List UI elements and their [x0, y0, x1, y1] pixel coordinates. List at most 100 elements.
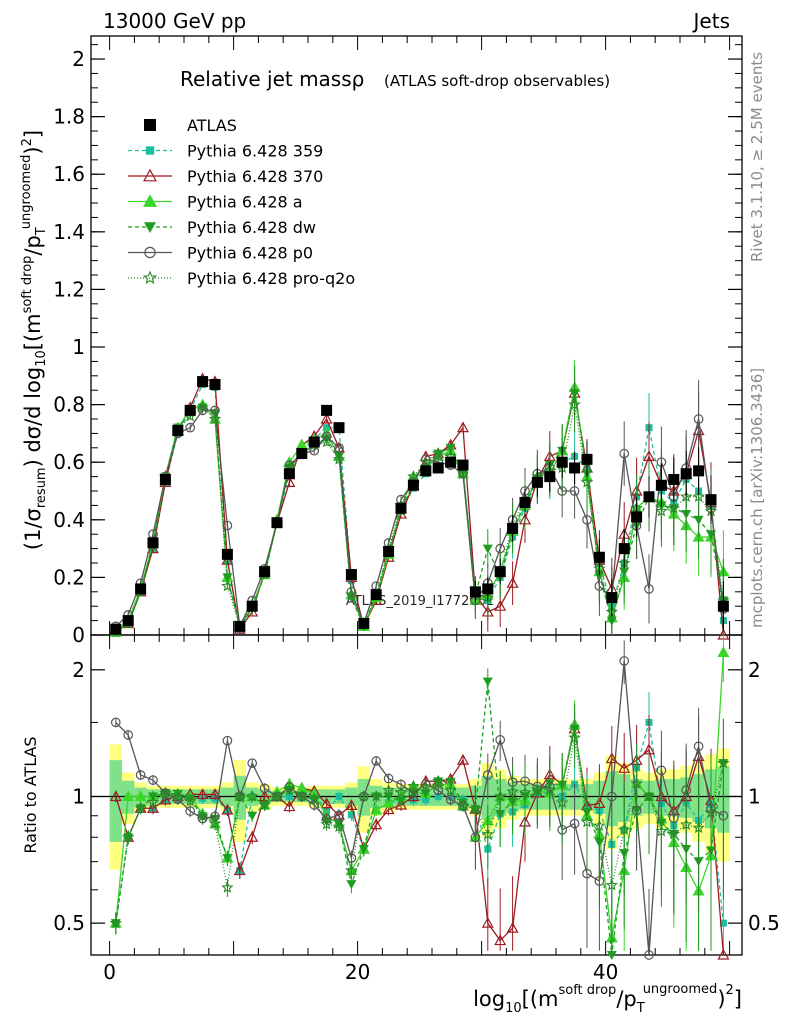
data-point	[692, 490, 705, 502]
legend-marker	[144, 222, 156, 233]
ratio-series	[109, 635, 730, 960]
ratio-point	[246, 831, 259, 842]
data-point	[680, 490, 693, 502]
rivet-version-label: Rivet 3.1.10, ≥ 2.5M events	[748, 52, 766, 262]
data-point	[507, 522, 519, 534]
legend-marker	[142, 194, 158, 207]
legend-label: Pythia 6.428 359	[187, 142, 323, 161]
data-point	[556, 456, 568, 468]
legend-marker	[144, 119, 156, 131]
ratio-point	[383, 773, 394, 784]
ratio-point	[146, 802, 160, 813]
legend-marker	[144, 246, 156, 259]
data-point	[494, 566, 506, 578]
ratio-tick-label-right: 1	[748, 784, 761, 808]
data-point	[705, 494, 717, 506]
data-point	[593, 551, 605, 563]
ratio-point	[531, 783, 544, 795]
y-tick-label: 0.6	[53, 450, 85, 474]
legend-label: Pythia 6.428 pro-q2o	[187, 269, 355, 288]
data-point	[395, 502, 407, 514]
ratio-point	[345, 864, 358, 876]
data-point	[110, 623, 122, 635]
data-point	[321, 404, 333, 416]
ratio-line	[115, 681, 725, 956]
ratio-point	[382, 796, 395, 808]
data-point	[642, 450, 656, 462]
ratio-point	[568, 731, 581, 743]
ratio-point	[295, 790, 309, 802]
data-point	[431, 447, 445, 459]
ratio-point	[233, 864, 246, 876]
data-point	[643, 491, 655, 503]
data-point	[221, 548, 233, 560]
series-line	[115, 409, 725, 629]
ratio-point	[109, 790, 122, 802]
ratio-point	[692, 821, 705, 834]
ratio-point	[171, 790, 185, 802]
main-series	[109, 359, 730, 640]
ratio-point	[347, 811, 355, 819]
legend-label: ATLAS	[187, 116, 237, 135]
series-atlas	[110, 376, 729, 635]
ratio-point	[183, 794, 197, 807]
data-point	[296, 448, 308, 460]
data-point	[482, 583, 494, 595]
ratio-point	[357, 790, 371, 802]
ratio-point	[679, 818, 693, 830]
ratio-point	[394, 785, 408, 798]
data-point	[308, 436, 320, 448]
ratio-tick-label-right: 2	[748, 658, 761, 682]
ratio-point	[656, 765, 667, 776]
data-point	[569, 462, 581, 474]
y-tick-label: 1	[72, 335, 85, 359]
ratio-point	[593, 819, 606, 831]
plot-title: Relative jet massρ (ATLAS soft-drop obse…	[180, 67, 610, 91]
ratio-line	[115, 660, 724, 956]
y-tick-label: 1.6	[53, 162, 85, 186]
data-point	[582, 514, 592, 525]
ratio-point	[543, 783, 556, 796]
data-point	[606, 592, 618, 604]
ratio-point	[283, 783, 296, 796]
ratio-point	[445, 777, 456, 787]
data-point	[581, 453, 593, 465]
data-point	[209, 378, 221, 390]
data-point	[544, 471, 556, 483]
ratio-point	[434, 792, 442, 800]
ratio-point	[247, 811, 258, 821]
data-point	[358, 617, 370, 629]
data-point	[680, 468, 692, 480]
data-point	[222, 573, 233, 583]
x-tick-label: 40	[593, 960, 618, 984]
ratio-point	[307, 792, 321, 805]
legend-label: Pythia 6.428 a	[187, 193, 303, 212]
ratio-point	[196, 809, 209, 822]
ratio-point	[221, 881, 234, 893]
data-point	[345, 569, 357, 581]
ratio-point	[122, 830, 135, 843]
data-point	[580, 475, 594, 488]
y-tick-label: 0.8	[53, 393, 85, 417]
chart-subtitle: (ATLAS soft-drop observables)	[384, 72, 610, 90]
data-point	[420, 465, 432, 477]
ratio-point	[247, 758, 258, 769]
ratio-point	[159, 793, 172, 805]
ratio-point	[346, 880, 357, 890]
data-point	[655, 504, 668, 517]
data-point	[407, 470, 420, 482]
legend-label: Pythia 6.428 p0	[187, 244, 313, 263]
ratio-pythia-6-428-pro-q2o	[109, 711, 730, 951]
ratio-point	[382, 783, 395, 796]
ratio-point	[110, 717, 121, 728]
y-tick-label: 2	[72, 47, 85, 71]
data-point	[221, 579, 234, 592]
data-point	[644, 584, 654, 594]
ratio-point	[369, 790, 383, 802]
ratio-point	[606, 951, 617, 960]
ratio-point	[222, 853, 233, 863]
data-point	[631, 511, 643, 523]
y-tick-label: 1.2	[53, 277, 85, 301]
data-point	[469, 586, 481, 598]
legend-marker	[142, 270, 158, 285]
